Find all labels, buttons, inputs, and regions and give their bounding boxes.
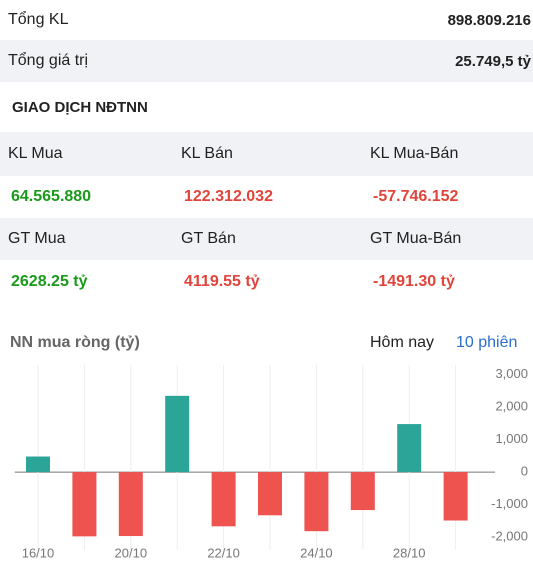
bar <box>397 424 422 473</box>
tab[interactable]: 10 phiên <box>456 334 517 351</box>
table-header: KL Mua <box>8 145 63 162</box>
table-row: 64.565.880 122.312.032 -57.746.152 <box>0 176 533 218</box>
bar <box>72 472 97 537</box>
table-header: GT Mua <box>8 230 66 247</box>
x-tick-label: 28/10 <box>393 545 426 560</box>
y-tick-label: 0 <box>521 464 528 479</box>
bar <box>211 472 236 527</box>
table-value: 4119.55 tỷ <box>184 272 260 290</box>
bar <box>350 472 375 511</box>
summary-value: 25.749,5 tỷ <box>455 52 531 70</box>
table-value: 64.565.880 <box>11 188 92 205</box>
x-tick-label: 20/10 <box>115 545 148 560</box>
table-value: 2628.25 tỷ <box>11 272 88 290</box>
x-tick-label: 22/10 <box>207 545 240 560</box>
x-tick-label: 16/10 <box>22 545 55 560</box>
table-header: KL Mua-Bán <box>370 145 459 162</box>
summary-row: Tổng KL 898.809.216 <box>0 0 533 40</box>
table-row: GT Mua GT Bán GT Mua-Bán <box>0 218 533 260</box>
section-title-row: GIAO DỊCH NĐTNN <box>0 82 533 132</box>
y-tick-label: -2,000 <box>491 528 528 543</box>
y-tick-label: 1,000 <box>495 431 528 446</box>
summary-row: Tổng giá trị 25.749,5 tỷ <box>0 40 533 82</box>
bar <box>26 456 50 473</box>
bar <box>443 472 468 521</box>
table-header: KL Bán <box>181 145 233 162</box>
tab[interactable]: Hôm nay <box>370 334 434 351</box>
bar <box>118 472 143 537</box>
x-tick-label: 24/10 <box>300 545 333 560</box>
table-value: -1491.30 tỷ <box>373 272 455 290</box>
summary-value: 898.809.216 <box>447 11 531 29</box>
table-value: 122.312.032 <box>184 188 273 205</box>
table-row: 2628.25 tỷ 4119.55 tỷ -1491.30 tỷ <box>0 260 533 303</box>
table-value: -57.746.152 <box>373 188 459 205</box>
bar <box>258 472 282 516</box>
table-header: GT Bán <box>181 230 236 247</box>
y-tick-label: -1,000 <box>491 496 528 511</box>
bar <box>165 395 190 473</box>
bar <box>304 472 329 532</box>
chart-title: NN mua ròng (tỷ) <box>10 334 140 351</box>
summary-label: Tổng KL <box>8 11 69 28</box>
y-tick-label: 3,000 <box>495 366 528 381</box>
table-row: KL Mua KL Bán KL Mua-Bán <box>0 132 533 176</box>
y-tick-label: 2,000 <box>495 399 528 414</box>
chart: NN mua ròng (tỷ) Hôm nay 10 phiên 3,000 2,00… <box>10 334 528 560</box>
table-header: GT Mua-Bán <box>370 230 462 247</box>
section-title: GIAO DỊCH NĐTNN <box>12 98 148 116</box>
summary-label: Tổng giá trị <box>8 52 89 69</box>
